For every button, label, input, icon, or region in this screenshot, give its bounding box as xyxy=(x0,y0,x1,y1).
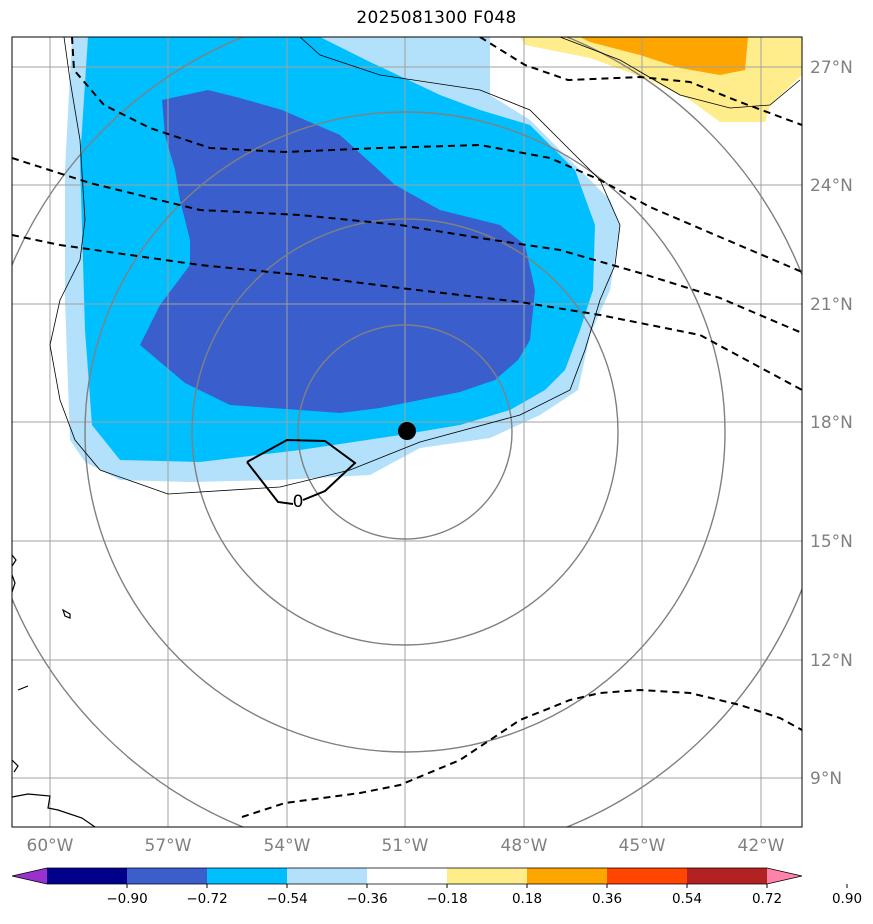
colorbar-tick-label: −0.54 xyxy=(266,891,307,907)
colorbar-outline xyxy=(11,867,803,885)
lon-label: 48°W xyxy=(501,836,548,856)
lat-label: 21°N xyxy=(810,295,853,315)
lat-label: 9°N xyxy=(810,769,842,789)
lon-label: 60°W xyxy=(27,836,74,856)
graticule xyxy=(12,37,802,827)
outline-contour xyxy=(49,37,621,495)
colorbar-extend-low xyxy=(12,868,47,884)
map-title: 2025081300 F048 xyxy=(356,8,517,28)
royal-blue-region xyxy=(140,90,535,413)
colorbar-segment xyxy=(127,868,208,884)
dashed-contours xyxy=(12,37,802,818)
lon-label: 51°W xyxy=(382,836,429,856)
colorbar-tick-label: 0.72 xyxy=(752,891,782,907)
lat-label: 15°N xyxy=(810,532,853,552)
lon-label: 57°W xyxy=(145,836,192,856)
colorbar-segment xyxy=(527,868,608,884)
colorbar-segment xyxy=(367,868,448,884)
lon-label: 54°W xyxy=(264,836,311,856)
colorbar-tick-label: 0.90 xyxy=(832,891,862,907)
colorbar-tick-label: 0.18 xyxy=(512,891,542,907)
colorbar-segment xyxy=(207,868,288,884)
colorbar-segment xyxy=(447,868,528,884)
lat-label: 24°N xyxy=(810,176,853,196)
latitude-labels: 27°N 24°N 21°N 18°N 15°N 12°N 9°N xyxy=(810,58,853,789)
lon-label: 42°W xyxy=(738,836,785,856)
colorbar-segment xyxy=(687,868,768,884)
colorbar-segment xyxy=(607,868,688,884)
colorbar-tick-label: −0.72 xyxy=(186,891,227,907)
colorbar-tick-label: −0.90 xyxy=(106,891,147,907)
colorbar: −0.90 −0.72 −0.54 −0.36 −0.18 0.18 0.36 0.54 0.7… xyxy=(11,867,862,907)
outline-contour-ne xyxy=(559,37,801,109)
storm-center-marker xyxy=(398,422,416,440)
colorbar-segment xyxy=(47,868,128,884)
colorbar-tick-label: −0.36 xyxy=(346,891,387,907)
plot-area: 0 xyxy=(12,37,802,827)
coastlines xyxy=(12,554,96,827)
distance-rings xyxy=(12,37,802,827)
colorbar-tick-label: −0.18 xyxy=(426,891,467,907)
zero-contour xyxy=(246,438,357,505)
lat-label: 12°N xyxy=(810,651,853,671)
longitude-labels: 60°W 57°W 54°W 51°W 48°W 45°W 42°W xyxy=(27,836,785,856)
lat-label: 18°N xyxy=(810,413,853,433)
lon-label: 45°W xyxy=(619,836,666,856)
plot-frame xyxy=(11,36,803,828)
colorbar-segment xyxy=(287,868,368,884)
lat-label: 27°N xyxy=(810,58,853,78)
contour-label: 0 xyxy=(293,492,304,512)
colorbar-tick-label: 0.36 xyxy=(592,891,622,907)
colorbar-extend-high xyxy=(767,868,802,884)
colorbar-tick-label: 0.54 xyxy=(672,891,702,907)
orange-region xyxy=(580,37,748,75)
